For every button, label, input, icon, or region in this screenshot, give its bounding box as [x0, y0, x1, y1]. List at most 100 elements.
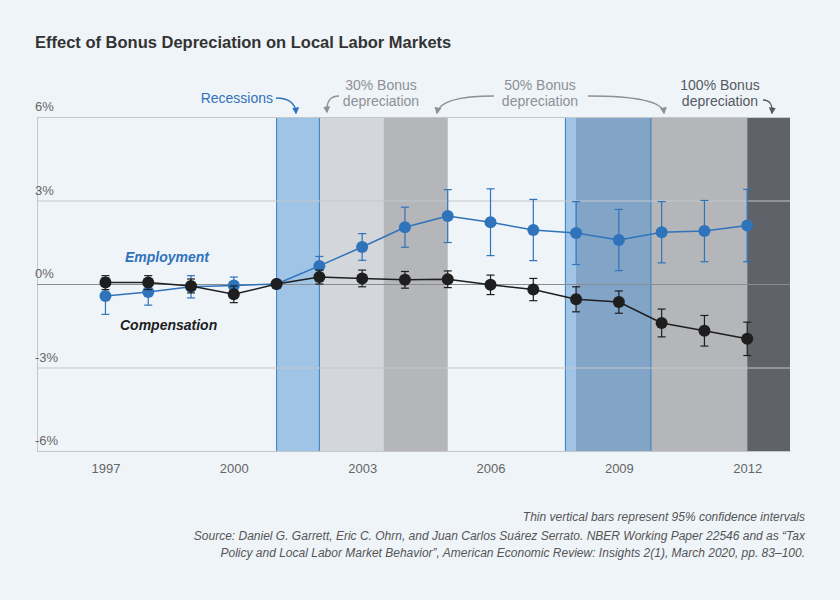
chart-title: Effect of Bonus Depreciation on Local La… — [35, 33, 451, 51]
data-point — [442, 273, 454, 285]
data-point — [698, 225, 710, 237]
error-bar-cap — [487, 255, 495, 256]
period-arrow — [588, 96, 664, 113]
error-bar-cap — [743, 355, 751, 356]
data-point — [741, 333, 753, 345]
x-tick-label: 2009 — [605, 461, 634, 476]
data-point — [570, 293, 582, 305]
y-tick: -6% — [35, 433, 790, 452]
error-bar-cap — [572, 201, 580, 202]
series-line — [105, 216, 747, 296]
x-tick: 2009 — [605, 451, 634, 476]
y-tick: -3% — [35, 350, 790, 369]
x-tick-label: 2006 — [477, 461, 506, 476]
data-point — [485, 216, 497, 228]
footnote: Source: Daniel G. Garrett, Eric C. Ohrn,… — [194, 529, 806, 543]
x-tick-label: 2012 — [733, 461, 762, 476]
error-bar-cap — [487, 294, 495, 295]
error-bar-cap — [572, 264, 580, 265]
error-bar-cap — [401, 247, 409, 248]
error-bar-cap — [615, 290, 623, 291]
error-bar-cap — [187, 292, 195, 293]
data-point — [399, 221, 411, 233]
x-axis: 1997 2000 2003 2006 2009 2012 — [38, 451, 791, 476]
y-tick-label: -6% — [35, 433, 59, 448]
background — [0, 0, 840, 600]
error-bar-cap — [615, 313, 623, 314]
error-bar-cap — [230, 302, 238, 303]
data-point — [313, 271, 325, 283]
data-point — [99, 290, 111, 302]
error-bar-cap — [444, 287, 452, 288]
x-tick: 2006 — [477, 451, 506, 476]
chart-svg: Effect of Bonus Depreciation on Local La… — [0, 0, 840, 600]
error-bar-cap — [615, 209, 623, 210]
error-bar-cap — [572, 311, 580, 312]
error-bar-cap — [187, 275, 195, 276]
error-bar-cap — [615, 270, 623, 271]
data-point — [228, 288, 240, 300]
x-tick: 2012 — [733, 451, 762, 476]
error-bar-cap — [487, 274, 495, 275]
data-point — [142, 277, 154, 289]
error-bar-cap — [529, 199, 537, 200]
data-point — [613, 234, 625, 246]
error-bar-cap — [315, 283, 323, 284]
error-bar-cap — [144, 289, 152, 290]
x-tick: 2000 — [220, 451, 249, 476]
error-bar-cap — [444, 242, 452, 243]
error-bar-cap — [358, 269, 366, 270]
error-bar-cap — [101, 289, 109, 290]
error-bar-cap — [700, 200, 708, 201]
error-bar-cap — [401, 271, 409, 272]
series-label: Employment — [125, 249, 210, 265]
error-bar-cap — [144, 275, 152, 276]
error-bar-cap — [487, 188, 495, 189]
series — [99, 270, 753, 355]
error-bar-cap — [358, 233, 366, 234]
y-grid-line — [37, 117, 790, 118]
error-bar-cap — [358, 286, 366, 287]
data-point — [656, 226, 668, 238]
x-tick-label: 2003 — [348, 461, 377, 476]
data-point — [271, 278, 283, 290]
error-bar-cap — [700, 345, 708, 346]
error-bar-cap — [658, 201, 666, 202]
footnote: Policy and Local Labor Market Behavior”,… — [220, 546, 805, 560]
error-bar-cap — [529, 260, 537, 261]
error-bar-cap — [187, 278, 195, 279]
error-bar-cap — [444, 270, 452, 271]
error-bar-cap — [315, 256, 323, 257]
data-point — [613, 296, 625, 308]
y-grid-line — [37, 201, 790, 202]
error-bar-cap — [101, 314, 109, 315]
y-tick-label: 6% — [35, 99, 54, 114]
error-bar-cap — [315, 269, 323, 270]
series-label: Compensation — [120, 317, 217, 333]
data-point — [356, 241, 368, 253]
y-tick-label: 0% — [35, 266, 54, 281]
data-point — [741, 220, 753, 232]
error-bar-cap — [529, 278, 537, 279]
period-label: 30% Bonus — [345, 77, 417, 93]
error-bar-cap — [144, 305, 152, 306]
error-bar-cap — [700, 315, 708, 316]
error-bar-cap — [444, 189, 452, 190]
error-bar-cap — [101, 275, 109, 276]
data-point — [527, 284, 539, 296]
error-bar-cap — [230, 285, 238, 286]
y-grid-line — [37, 451, 790, 452]
period-arrow — [327, 96, 339, 112]
data-point — [656, 317, 668, 329]
data-point — [185, 281, 197, 293]
data-point — [99, 277, 111, 289]
error-bar-cap — [572, 286, 580, 287]
period-label: 100% Bonus — [680, 77, 759, 93]
series — [99, 189, 753, 315]
error-bar-cap — [358, 260, 366, 261]
x-tick: 1997 — [91, 451, 120, 476]
series-line — [105, 277, 747, 339]
x-tick: 2003 — [348, 451, 377, 476]
error-bar-cap — [187, 297, 195, 298]
data-point — [570, 227, 582, 239]
